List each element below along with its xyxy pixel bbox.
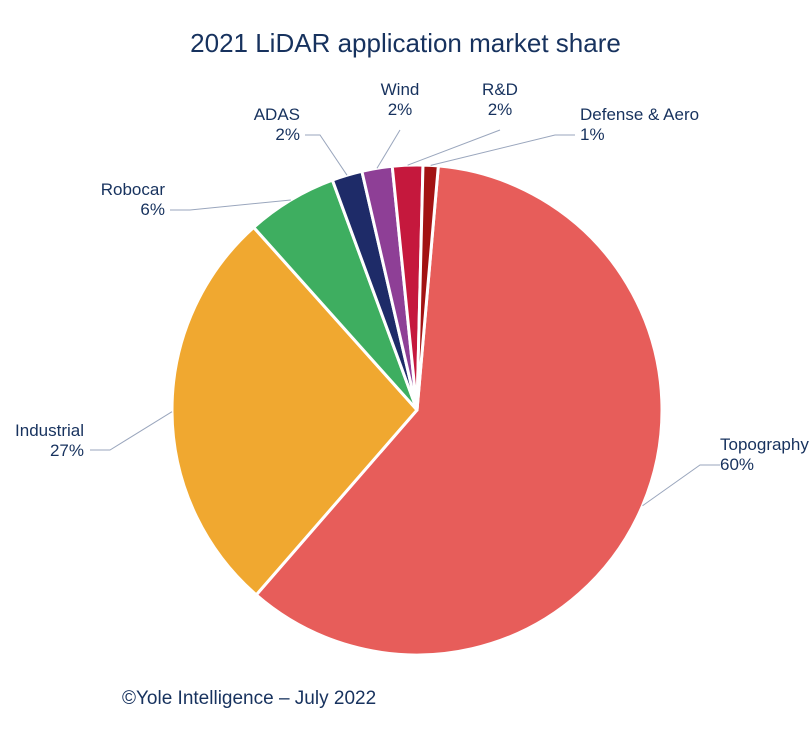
slice-label-name: R&D bbox=[482, 80, 518, 99]
leader-line bbox=[170, 200, 291, 210]
slice-label-value: 27% bbox=[50, 441, 84, 460]
leader-line bbox=[377, 130, 400, 168]
slice-label-name: Defense & Aero bbox=[580, 105, 699, 124]
slice-label-value: 1% bbox=[580, 125, 605, 144]
slice-label-name: Wind bbox=[381, 80, 420, 99]
slice-label-name: Industrial bbox=[15, 421, 84, 440]
pie-slices-group bbox=[172, 165, 662, 655]
slice-label-name: Robocar bbox=[101, 180, 166, 199]
leader-line bbox=[305, 135, 347, 175]
page-root: { "chart": { "type": "pie", "title": "20… bbox=[0, 0, 811, 743]
slice-label-value: 60% bbox=[720, 455, 754, 474]
slice-label-name: Topography bbox=[720, 435, 809, 454]
leader-line bbox=[90, 412, 172, 450]
slice-label-name: ADAS bbox=[254, 105, 300, 124]
chart-caption: ©Yole Intelligence – July 2022 bbox=[122, 688, 376, 710]
pie-chart: Topography60%Industrial27%Robocar6%ADAS2… bbox=[0, 0, 811, 743]
leader-line bbox=[431, 135, 575, 165]
slice-label-value: 6% bbox=[140, 200, 165, 219]
slice-label-value: 2% bbox=[388, 100, 413, 119]
slice-label-value: 2% bbox=[488, 100, 513, 119]
slice-label-value: 2% bbox=[275, 125, 300, 144]
